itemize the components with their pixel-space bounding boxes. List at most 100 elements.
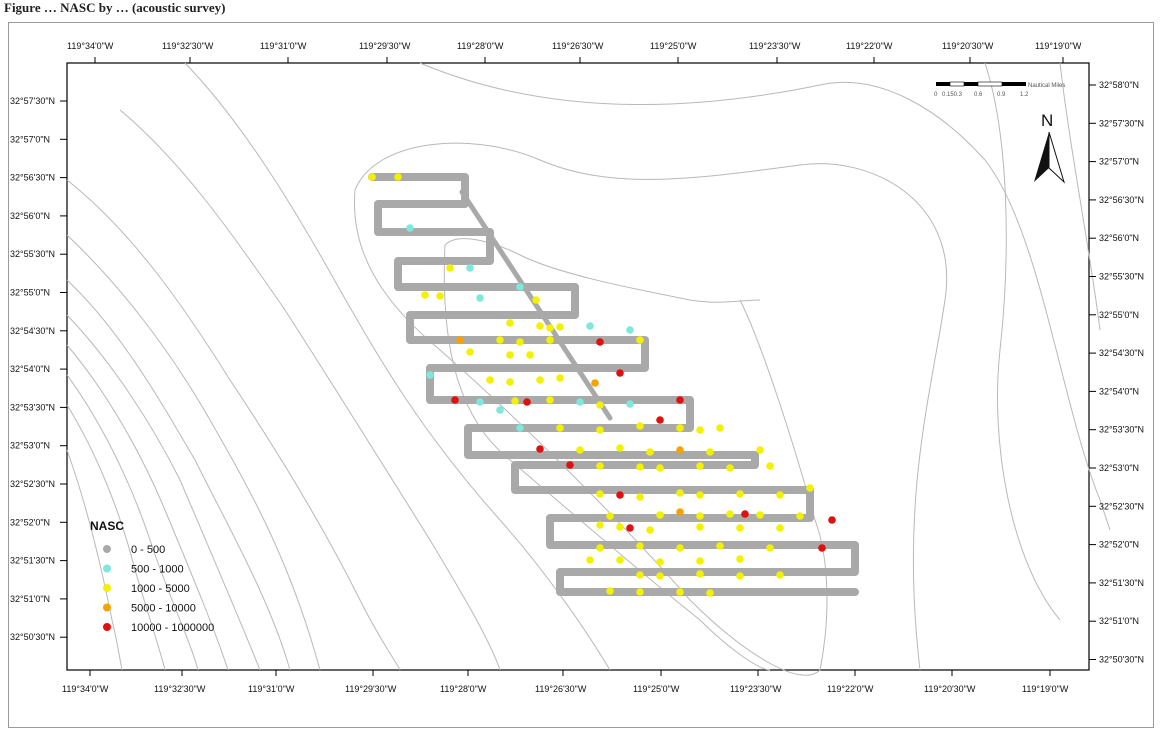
nasc-point — [556, 323, 564, 331]
legend: NASC 0 - 500 500 - 1000 1000 - 5000 5000 - … — [90, 519, 214, 634]
lat-tick-label: 32°55'30"N — [1099, 272, 1144, 282]
lon-tick-label: 119°20'30"W — [924, 684, 976, 694]
nasc-point — [756, 511, 764, 519]
scale-tick-label: 0 — [934, 92, 938, 98]
north-label: N — [1041, 111, 1053, 130]
lon-tick-label: 119°32'30"W — [162, 41, 214, 51]
nasc-point — [546, 336, 554, 344]
lon-tick-label: 119°26'30"W — [535, 684, 587, 694]
lat-tick-label: 32°57'30"N — [1099, 118, 1144, 128]
nasc-point — [516, 424, 524, 432]
lat-tick-label: 32°56'0"N — [10, 211, 50, 221]
lat-tick-label: 32°57'0"N — [1099, 157, 1139, 167]
nasc-point — [596, 401, 604, 409]
contour-line — [353, 189, 828, 676]
nasc-point — [706, 589, 714, 597]
scale-tick-label: 0.6 — [974, 92, 983, 98]
nasc-point — [546, 396, 554, 404]
nasc-point — [566, 461, 574, 469]
lon-tick-label: 119°23'30"W — [730, 684, 782, 694]
contour-line — [66, 449, 123, 671]
legend-swatch — [103, 545, 111, 553]
nasc-point — [606, 587, 614, 595]
contour-line — [984, 62, 1061, 621]
nasc-point — [556, 374, 564, 382]
right-axis: 32°58'0"N 32°57'30"N 32°57'0"N 32°56'30"N 32… — [1089, 80, 1144, 665]
diagonal-transect — [459, 189, 613, 421]
nasc-point — [716, 424, 724, 432]
nasc-point — [656, 558, 664, 566]
nasc-point — [596, 338, 604, 346]
nasc-point — [523, 398, 531, 406]
lat-tick-label: 32°58'0"N — [1099, 80, 1139, 90]
nasc-point — [476, 398, 484, 406]
nasc-point — [656, 464, 664, 472]
nasc-point — [676, 588, 684, 596]
lat-tick-label: 32°50'30"N — [10, 632, 55, 642]
nasc-point — [818, 544, 826, 552]
lat-tick-label: 32°56'30"N — [10, 173, 55, 183]
nasc-point — [676, 489, 684, 497]
scale-bar-segment — [949, 81, 965, 87]
lon-tick-label: 119°26'30"W — [552, 41, 604, 51]
scale-tick-label: 0.150.3 — [942, 92, 963, 98]
nasc-point — [766, 462, 774, 470]
nasc-point — [456, 336, 464, 344]
survey-tracks — [368, 173, 859, 596]
lat-tick-label: 32°55'30"N — [10, 249, 55, 259]
nasc-point — [696, 491, 704, 499]
track-path — [368, 173, 859, 596]
nasc-point — [576, 446, 584, 454]
nasc-point — [496, 336, 504, 344]
nasc-point — [516, 338, 524, 346]
lat-tick-label: 32°54'30"N — [10, 326, 55, 336]
lon-tick-label: 119°28'0"W — [457, 41, 504, 51]
nasc-point — [736, 555, 744, 563]
lon-tick-label: 119°31'0"W — [260, 41, 307, 51]
lon-tick-label: 119°19'0"W — [1022, 684, 1069, 694]
nasc-point — [406, 224, 414, 232]
nasc-point — [596, 544, 604, 552]
nasc-point — [696, 426, 704, 434]
nasc-point — [421, 291, 429, 299]
lat-tick-label: 32°54'0"N — [1099, 386, 1139, 396]
lon-tick-label: 119°34'0"W — [62, 684, 109, 694]
nasc-point — [756, 446, 764, 454]
lat-tick-label: 32°51'0"N — [1099, 616, 1139, 626]
contour-line — [66, 314, 261, 671]
lon-tick-label: 119°25'0"W — [633, 684, 680, 694]
nasc-point — [636, 336, 644, 344]
nasc-point — [526, 351, 534, 359]
nasc-point — [696, 462, 704, 470]
contour-line — [354, 142, 948, 671]
legend-swatch — [103, 584, 111, 592]
contour-line — [66, 374, 199, 671]
lon-tick-label: 119°32'30"W — [154, 684, 206, 694]
nasc-point — [676, 446, 684, 454]
contour-line — [66, 279, 291, 671]
nasc-point — [436, 292, 444, 300]
lon-tick-label: 119°23'30"W — [749, 41, 801, 51]
contour-line — [419, 62, 1111, 531]
nasc-point — [776, 524, 784, 532]
nasc-point — [741, 510, 749, 518]
lat-tick-label: 32°53'0"N — [1099, 463, 1139, 473]
contour-line — [66, 179, 401, 671]
lat-tick-label: 32°52'30"N — [10, 479, 55, 489]
lon-tick-label: 119°20'30"W — [942, 41, 994, 51]
lon-tick-label: 119°22'0"W — [846, 41, 893, 51]
nasc-point — [726, 510, 734, 518]
nasc-point — [394, 173, 402, 181]
contour-line — [119, 109, 501, 671]
nasc-point — [636, 463, 644, 471]
nasc-point — [516, 283, 524, 291]
legend-label: 500 - 1000 — [131, 564, 184, 576]
lat-tick-label: 32°55'0"N — [10, 288, 50, 298]
nasc-point — [591, 379, 599, 387]
nasc-point — [646, 448, 654, 456]
nasc-point — [636, 542, 644, 550]
nasc-point — [676, 424, 684, 432]
top-axis: 119°34'0"W 119°32'30"W 119°31'0"W 119°29'30… — [67, 41, 1082, 63]
nasc-point — [806, 484, 814, 492]
